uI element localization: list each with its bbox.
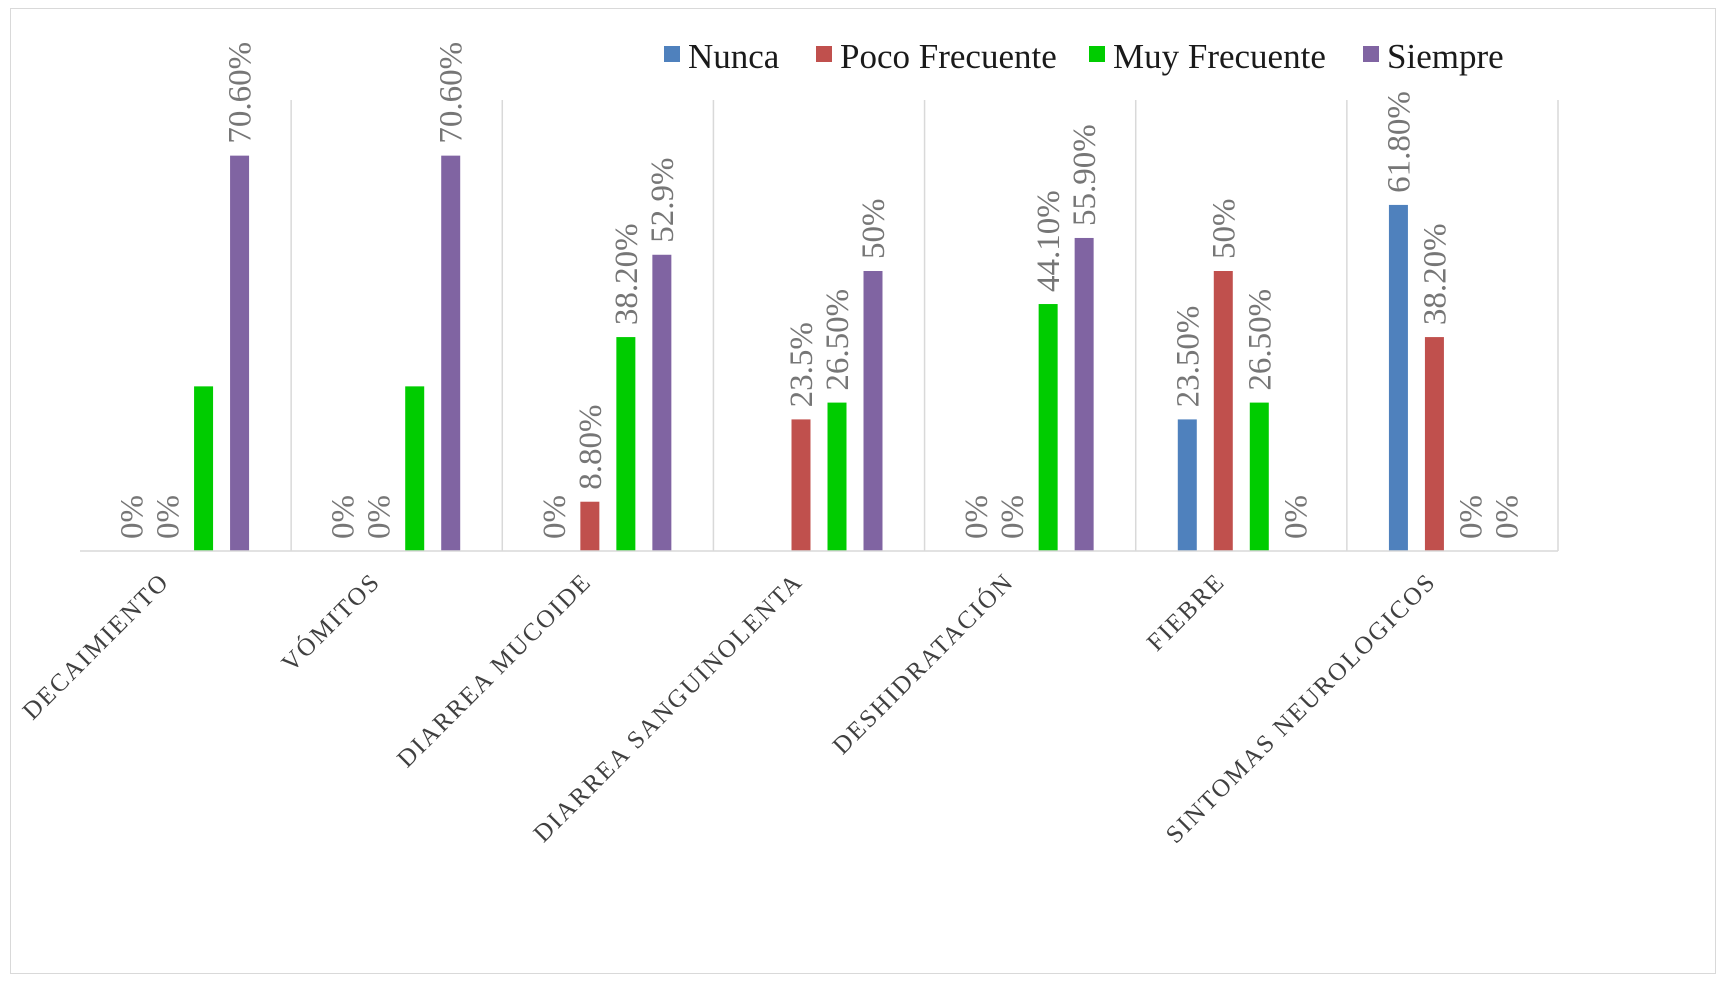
bar-muy-frecuente-decaimiento — [194, 386, 214, 551]
data-label-siempre-fiebre: 0% — [1278, 495, 1314, 539]
data-label-poco-frecuente-sintomas-neurologicos: 38.20% — [1417, 223, 1453, 325]
data-label-muy-frecuente-deshidratacion: 44.10% — [1031, 190, 1067, 292]
bar-siempre-vomitos — [441, 155, 461, 551]
legend-label-nunca: Nunca — [688, 37, 780, 76]
data-label-poco-frecuente-fiebre: 50% — [1206, 199, 1242, 260]
bar-poco-frecuente-diarrea-mucoide — [580, 501, 600, 551]
category-axis: DECAIMIENTO VÓMITOS DIARREA MUCOIDEDIARREA… — [18, 567, 1442, 848]
data-label-muy-frecuente-fiebre: 26.50% — [1242, 289, 1278, 391]
bar-nunca-sintomas-neurologicos — [1388, 204, 1408, 552]
plot-area: 0% 0%70.60%0% 0%70.60%0%8.80%38.20%52.9%23… — [80, 42, 1559, 552]
data-label-nunca-vomitos: 0% — [326, 495, 362, 539]
category-label-vomitos: VÓMITOS — [276, 567, 386, 677]
bar-muy-frecuente-deshidratacion — [1038, 304, 1058, 551]
legend-swatch-siempre — [1363, 46, 1379, 62]
legend-swatch-muy-frecuente — [1089, 46, 1105, 62]
data-label-poco-frecuente-diarrea-mucoide: 8.80% — [573, 404, 609, 489]
data-label-nunca-fiebre: 23.50% — [1170, 306, 1206, 408]
data-label-poco-frecuente-deshidratacion: 0% — [995, 495, 1031, 539]
data-label-siempre-diarrea-sanguinolenta: 50% — [856, 199, 892, 260]
category-label-fiebre: FIEBRE — [1142, 568, 1230, 656]
bar-siempre-deshidratacion — [1074, 237, 1094, 551]
data-label-nunca-decaimiento: 0% — [115, 495, 151, 539]
data-label-muy-frecuente-diarrea-mucoide: 38.20% — [609, 223, 645, 325]
legend-label-muy-frecuente: Muy Frecuente — [1113, 37, 1326, 76]
bar-muy-frecuente-diarrea-mucoide — [616, 337, 636, 551]
category-label-decaimiento: DECAIMIENTO — [18, 568, 175, 725]
data-label-poco-frecuente-decaimiento: 0% — [151, 495, 187, 539]
data-label-nunca-diarrea-mucoide: 0% — [537, 495, 573, 539]
data-label-muy-frecuente-diarrea-sanguinolenta: 26.50% — [820, 289, 856, 391]
category-label-diarrea-mucoide: DIARREA MUCOIDE — [392, 568, 597, 773]
bar-siempre-diarrea-sanguinolenta — [863, 271, 883, 551]
bar-siempre-decaimiento — [230, 155, 250, 551]
bar-muy-frecuente-fiebre — [1249, 402, 1269, 551]
data-label-poco-frecuente-vomitos: 0% — [362, 495, 398, 539]
chart-legend: Nunca Poco Frecuente Muy Frecuente Siempre — [664, 37, 1504, 76]
bar-poco-frecuente-diarrea-sanguinolenta — [791, 419, 811, 551]
bar-muy-frecuente-diarrea-sanguinolenta — [827, 402, 847, 551]
bar-muy-frecuente-vomitos — [405, 386, 425, 551]
data-label-siempre-vomitos: 70.60% — [434, 42, 470, 144]
legend-swatch-poco-frecuente — [816, 46, 832, 62]
data-label-poco-frecuente-diarrea-sanguinolenta: 23.5% — [784, 322, 820, 407]
legend-label-siempre: Siempre — [1387, 37, 1504, 76]
data-label-muy-frecuente-sintomas-neurologicos: 0% — [1453, 495, 1489, 539]
legend-swatch-nunca — [664, 46, 680, 62]
bar-siempre-diarrea-mucoide — [652, 254, 672, 551]
bar-poco-frecuente-sintomas-neurologicos — [1424, 337, 1444, 551]
data-label-siempre-diarrea-mucoide: 52.9% — [645, 158, 681, 243]
data-label-nunca-deshidratacion: 0% — [959, 495, 995, 539]
data-label-nunca-sintomas-neurologicos: 61.80% — [1381, 91, 1417, 193]
category-label-deshidratacion: DESHIDRATACIÓN — [827, 567, 1019, 759]
data-label-siempre-sintomas-neurologicos: 0% — [1489, 495, 1525, 539]
bar-nunca-fiebre — [1177, 419, 1197, 551]
data-label-siempre-decaimiento: 70.60% — [223, 42, 259, 144]
bar-poco-frecuente-fiebre — [1213, 271, 1233, 551]
data-label-siempre-deshidratacion: 55.90% — [1067, 124, 1103, 226]
legend-label-poco-frecuente: Poco Frecuente — [840, 37, 1057, 76]
